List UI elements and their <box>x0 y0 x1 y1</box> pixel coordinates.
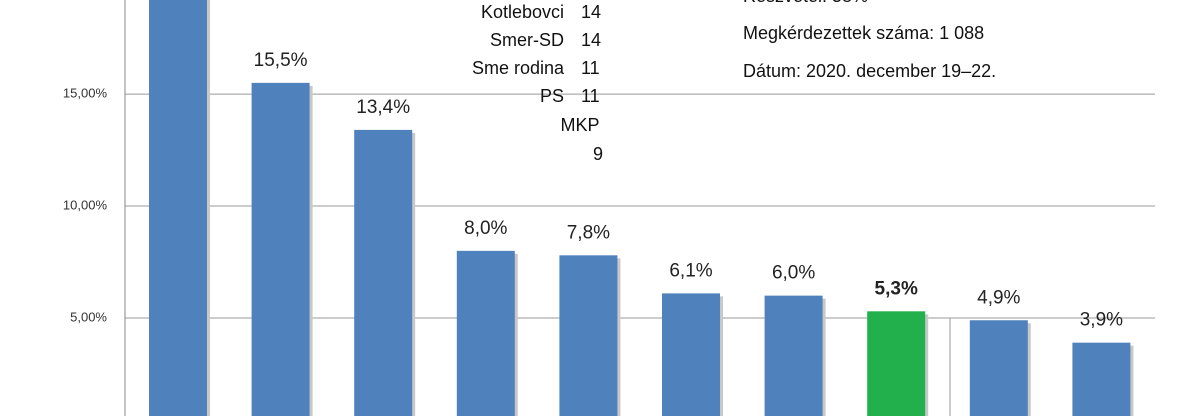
seat-party: Sme rodina <box>472 58 565 78</box>
seat-party: Kotlebovci <box>481 2 564 22</box>
bar <box>251 82 310 416</box>
y-tick-label: 15,00% <box>63 86 108 101</box>
seat-count: 11 <box>581 58 600 78</box>
value-label: 3,9% <box>1080 310 1123 331</box>
value-label: 7,8% <box>567 222 610 243</box>
seat-count: 14 <box>581 2 601 22</box>
seat-count: 9 <box>593 144 603 164</box>
value-label: 6,0% <box>772 263 815 284</box>
seat-count: 11 <box>581 86 600 106</box>
value-label: 15,5% <box>254 50 308 71</box>
value-label: 6,1% <box>669 260 712 281</box>
value-label: 4,9% <box>977 287 1020 308</box>
value-label: 8,0% <box>464 218 507 239</box>
info-line: Részvétel: 58% <box>743 0 868 6</box>
value-label: 13,4% <box>356 97 410 118</box>
value-label: 5,3% <box>875 278 918 299</box>
bar <box>456 250 515 416</box>
bar <box>969 320 1028 416</box>
seat-party: MKP <box>560 115 599 135</box>
bar <box>149 0 207 416</box>
y-tick-label: 10,00% <box>63 197 108 212</box>
bar <box>662 293 720 416</box>
y-tick-label: 5,00% <box>70 309 107 324</box>
info-line: Dátum: 2020. december 19–22. <box>743 61 996 81</box>
bar <box>1072 342 1131 416</box>
seat-party: Smer-SD <box>490 30 564 50</box>
seat-count: 14 <box>581 30 601 50</box>
bar <box>867 311 926 416</box>
bar <box>764 295 823 416</box>
info-line: Megkérdezettek száma: 1 088 <box>743 23 984 43</box>
bar <box>354 129 413 416</box>
bar <box>559 255 618 416</box>
seat-party: PS <box>540 86 564 106</box>
